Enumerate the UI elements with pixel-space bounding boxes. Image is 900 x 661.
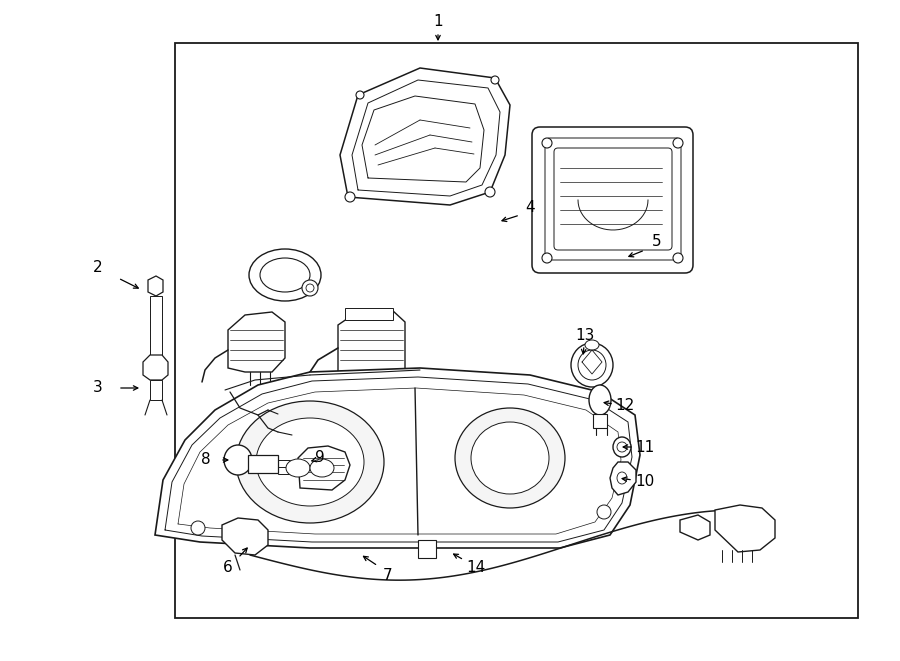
Ellipse shape <box>236 401 384 523</box>
Polygon shape <box>715 505 775 552</box>
Circle shape <box>485 187 495 197</box>
Circle shape <box>542 253 552 263</box>
FancyBboxPatch shape <box>545 138 681 260</box>
Text: 12: 12 <box>616 399 634 414</box>
Ellipse shape <box>578 350 606 380</box>
Circle shape <box>617 442 627 452</box>
Bar <box>150 380 162 400</box>
Polygon shape <box>610 462 636 495</box>
Polygon shape <box>340 68 510 205</box>
Bar <box>418 540 436 558</box>
Circle shape <box>345 192 355 202</box>
Text: 14: 14 <box>466 561 486 576</box>
Ellipse shape <box>471 422 549 494</box>
Circle shape <box>597 505 611 519</box>
Polygon shape <box>222 518 268 555</box>
Ellipse shape <box>224 445 252 475</box>
Text: 2: 2 <box>94 260 103 276</box>
Text: 13: 13 <box>575 327 595 342</box>
Ellipse shape <box>310 459 334 477</box>
Polygon shape <box>155 368 640 548</box>
Ellipse shape <box>571 343 613 387</box>
Ellipse shape <box>585 340 599 350</box>
Polygon shape <box>298 446 350 490</box>
Circle shape <box>491 76 499 84</box>
Text: 5: 5 <box>652 235 662 249</box>
Ellipse shape <box>455 408 565 508</box>
Polygon shape <box>338 310 405 380</box>
FancyBboxPatch shape <box>554 148 672 250</box>
Text: 4: 4 <box>526 200 535 215</box>
Bar <box>150 296 162 361</box>
Bar <box>345 308 393 320</box>
Ellipse shape <box>286 459 310 477</box>
Ellipse shape <box>249 249 321 301</box>
Bar <box>593 414 607 428</box>
Text: 10: 10 <box>635 475 654 490</box>
Circle shape <box>306 284 314 292</box>
Text: 8: 8 <box>202 453 211 467</box>
Text: 1: 1 <box>433 15 443 30</box>
Ellipse shape <box>617 472 627 484</box>
Circle shape <box>542 138 552 148</box>
Text: 11: 11 <box>635 440 654 455</box>
Text: 9: 9 <box>315 451 325 465</box>
Bar <box>248 455 278 473</box>
Circle shape <box>302 280 318 296</box>
Bar <box>175 43 858 618</box>
Polygon shape <box>148 276 163 296</box>
Text: 7: 7 <box>383 568 392 582</box>
Ellipse shape <box>256 418 364 506</box>
Polygon shape <box>143 355 168 380</box>
Ellipse shape <box>613 437 631 457</box>
Polygon shape <box>680 515 710 540</box>
Text: 6: 6 <box>223 561 233 576</box>
FancyBboxPatch shape <box>532 127 693 273</box>
Circle shape <box>673 253 683 263</box>
Circle shape <box>191 521 205 535</box>
Circle shape <box>356 91 364 99</box>
Circle shape <box>673 138 683 148</box>
Polygon shape <box>228 312 285 372</box>
Ellipse shape <box>260 258 310 292</box>
Ellipse shape <box>589 385 611 415</box>
Text: 3: 3 <box>93 381 103 395</box>
